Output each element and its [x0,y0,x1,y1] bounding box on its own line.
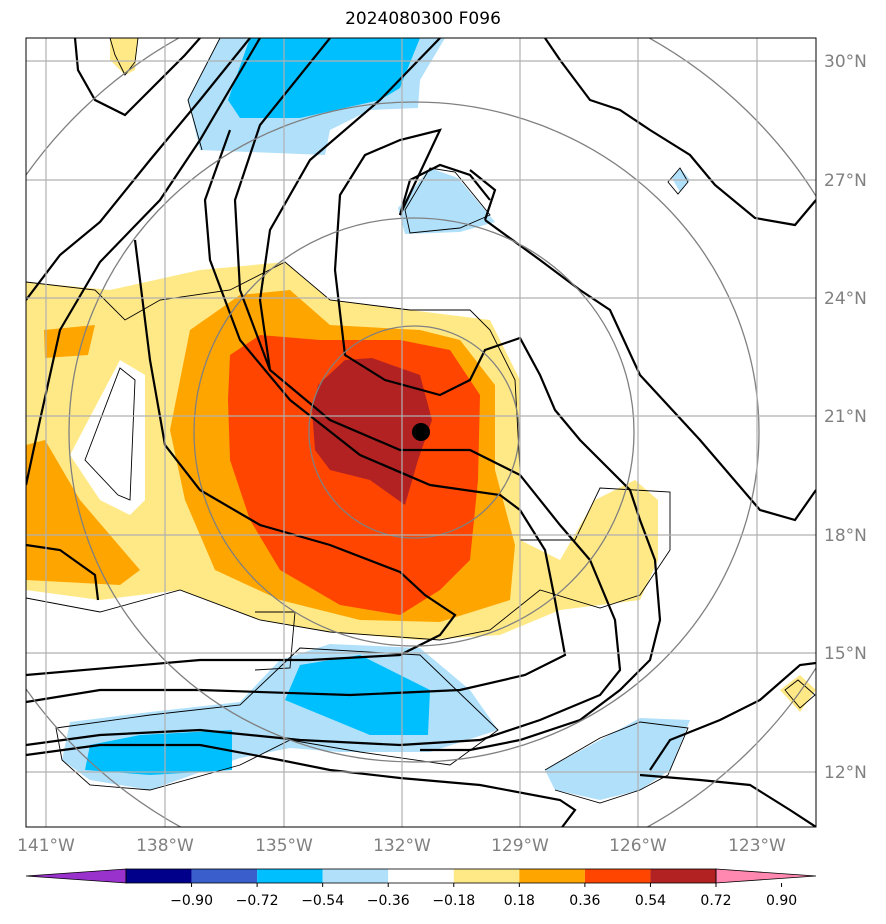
colorbar-box [257,869,323,883]
colorbar-box [519,869,585,883]
colorbar-extend-max [715,868,817,884]
anomaly-fill-0.36 [44,325,95,358]
colorbar-box [650,869,716,883]
colorbar: −0.90 −0.72 −0.54 −0.36 −0.18 0.18 0.36 0.54 0.7… [25,868,817,909]
colorbar-tick-label: −0.54 [301,893,344,909]
anomaly-fill-0.18-small [110,38,138,75]
graticule [26,38,816,827]
positive-anomaly-fill [26,38,816,712]
colorbar-tick-label: 0.18 [504,893,535,909]
anomaly-fill-minus-0.18 [545,718,690,800]
lon-tick-labels: 141°W 138°W 135°W 132°W 129°W 126°W 123°… [17,836,786,856]
anomaly-fill-minus-0.36 [85,730,232,775]
colorbar-box [322,869,389,883]
plot-title: 2024080300 F096 [345,9,501,29]
lat-tick-label: 30°N [824,52,867,72]
colorbar-tick-label: 0.72 [700,893,731,909]
colorbar-frame [125,868,717,884]
lat-tick-labels: 30°N 27°N 24°N 21°N 18°N 15°N 12°N [824,52,867,783]
lon-tick-label: 132°W [373,836,431,856]
colorbar-box [453,869,520,883]
lat-tick-label: 18°N [824,526,867,546]
colorbar-box [191,869,258,883]
lat-tick-label: 15°N [824,644,867,664]
lon-tick-label: 141°W [17,836,75,856]
colorbar-tick-label: 0.54 [635,893,666,909]
range-rings [26,38,816,827]
lat-tick-label: 12°N [824,763,867,783]
lon-tick-label: 129°W [491,836,549,856]
colorbar-box [388,869,454,883]
colorbar-tick-label: −0.36 [367,893,410,909]
map-frame [25,37,817,828]
colorbar-tick-label: −0.72 [236,893,279,909]
lat-tick-label: 24°N [824,289,867,309]
colorbar-tick-label: 0.90 [766,893,797,909]
lon-tick-label: 123°W [728,836,786,856]
lon-tick-label: 126°W [609,836,667,856]
lon-tick-label: 138°W [136,836,194,856]
map-plot-area [26,38,816,827]
thin-contours [26,38,816,804]
storm-center-dot [412,423,430,441]
colorbar-extend-min [25,868,127,884]
colorbar-tick-label: −0.90 [170,893,213,909]
lon-tick-label: 135°W [255,836,313,856]
colorbar-box [584,869,651,883]
colorbar-tick-label: 0.36 [569,893,600,909]
colorbar-tick-label: −0.18 [432,893,475,909]
colorbar-box [126,869,192,883]
lat-tick-label: 21°N [824,407,867,427]
anomaly-fill-minus-0.36 [228,38,420,118]
lat-tick-label: 27°N [824,171,867,191]
thick-contours [26,38,816,827]
